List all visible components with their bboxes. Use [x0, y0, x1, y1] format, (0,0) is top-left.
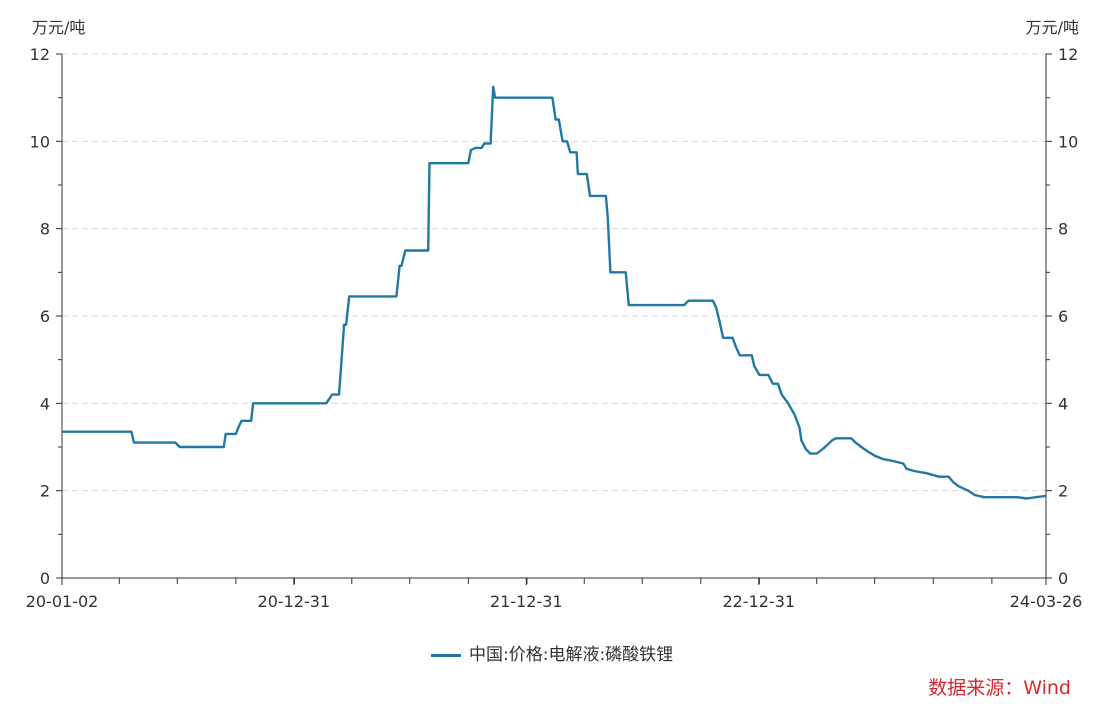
- y-tick-label-right: 6: [1058, 307, 1068, 326]
- series-line: [62, 85, 1047, 500]
- y-tick-label-right: 0: [1058, 569, 1068, 588]
- legend-swatch: [431, 653, 461, 657]
- data-source-note: 数据来源：Wind: [928, 677, 1071, 699]
- x-tick-label: 24-03-26: [1010, 592, 1083, 611]
- y-axis-unit-left: 万元/吨: [32, 18, 86, 37]
- y-tick-label-right: 4: [1058, 394, 1068, 413]
- y-tick-label-left: 6: [40, 307, 50, 326]
- x-tick-label: 20-01-02: [26, 592, 99, 611]
- y-tick-label-right: 10: [1058, 132, 1078, 151]
- y-tick-label-right: 12: [1058, 45, 1078, 64]
- y-tick-label-left: 8: [40, 220, 50, 239]
- y-tick-label-left: 2: [40, 482, 50, 501]
- y-axis-unit-right: 万元/吨: [1025, 18, 1079, 37]
- y-tick-label-left: 10: [30, 132, 50, 151]
- x-tick-label: 22-12-31: [722, 592, 795, 611]
- legend-label: 中国:价格:电解液:磷酸铁锂: [469, 645, 674, 665]
- y-tick-label-left: 12: [30, 45, 50, 64]
- x-tick-label: 20-12-31: [258, 592, 331, 611]
- y-tick-label-right: 8: [1058, 220, 1068, 239]
- y-tick-label-left: 0: [40, 569, 50, 588]
- y-tick-label-right: 2: [1058, 482, 1068, 501]
- x-tick-label: 21-12-31: [490, 592, 563, 611]
- y-tick-label-left: 4: [40, 394, 50, 413]
- legend: 中国:价格:电解液:磷酸铁锂: [431, 640, 673, 665]
